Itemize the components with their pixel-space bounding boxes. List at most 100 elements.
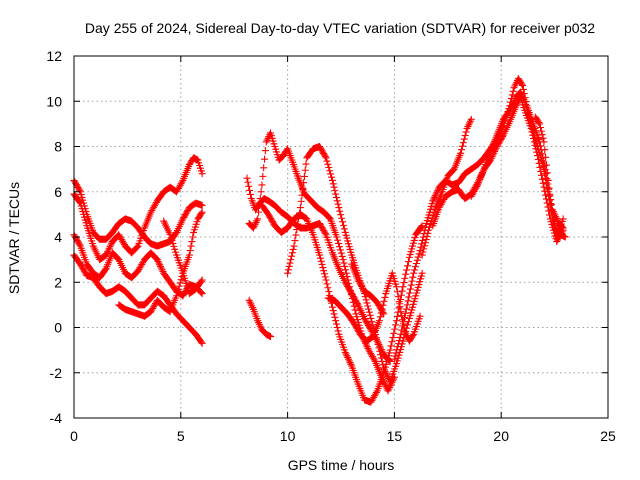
data-point	[346, 359, 354, 367]
data-point	[334, 327, 342, 335]
series-sat-l	[324, 269, 424, 345]
data-point	[404, 321, 412, 329]
data-point	[372, 388, 380, 396]
data-point	[461, 132, 469, 140]
data-point	[323, 157, 331, 165]
data-point	[395, 304, 403, 312]
data-point	[561, 233, 569, 241]
data-point	[409, 332, 417, 340]
data-point	[425, 223, 433, 231]
data-point	[323, 280, 331, 288]
data-point	[390, 329, 398, 337]
data-point	[198, 208, 206, 216]
data-point	[198, 290, 206, 298]
data-point	[422, 236, 430, 244]
data-point	[460, 135, 468, 143]
data-point	[380, 364, 388, 372]
data-point	[544, 176, 552, 184]
data-point	[418, 251, 426, 259]
data-point	[337, 249, 345, 257]
data-point	[346, 283, 354, 291]
data-point	[393, 317, 401, 325]
data-point	[254, 215, 262, 223]
series-sat-o	[418, 115, 475, 259]
data-point	[367, 314, 375, 322]
data-point	[366, 311, 374, 319]
data-point	[559, 215, 567, 223]
data-point	[424, 229, 432, 237]
data-point	[337, 211, 345, 219]
data-point	[339, 221, 347, 229]
data-point	[399, 337, 407, 345]
data-point	[411, 266, 419, 274]
data-point	[324, 160, 332, 168]
data-point	[333, 197, 341, 205]
data-point	[321, 229, 329, 237]
data-point	[417, 243, 425, 251]
data-point	[418, 269, 426, 277]
data-point	[401, 274, 409, 282]
data-point	[188, 238, 196, 246]
data-point	[404, 262, 412, 270]
data-point	[538, 175, 546, 183]
data-point	[350, 302, 358, 310]
data-point	[258, 181, 266, 189]
data-point	[407, 281, 415, 289]
data-point	[153, 256, 161, 264]
series-sat-m	[348, 260, 388, 318]
data-point	[291, 237, 299, 245]
data-point	[540, 165, 548, 173]
data-point	[380, 297, 388, 305]
data-point	[345, 279, 353, 287]
x-tick-label: 15	[387, 428, 403, 444]
data-point	[187, 242, 195, 250]
data-point	[415, 250, 423, 258]
y-tick-label: 6	[54, 184, 62, 200]
y-tick-label: 10	[46, 93, 62, 109]
data-point	[394, 343, 402, 351]
data-point	[538, 131, 546, 139]
data-point	[101, 266, 109, 274]
x-tick-label: 20	[493, 428, 509, 444]
data-point	[197, 289, 205, 297]
data-point	[326, 214, 334, 222]
data-point	[255, 208, 263, 216]
series-sat-b	[70, 154, 206, 264]
data-point	[295, 215, 303, 223]
data-point	[345, 357, 353, 365]
data-point	[347, 360, 355, 368]
data-point	[342, 350, 350, 358]
series-sat-i	[245, 296, 275, 341]
data-point	[473, 183, 481, 191]
data-point	[338, 214, 346, 222]
y-axis-label: SDTVAR / TECUs	[6, 182, 22, 294]
data-point	[381, 368, 389, 376]
data-point	[300, 179, 308, 187]
y-tick-label: 0	[54, 320, 62, 336]
data-point	[383, 371, 391, 379]
data-point	[384, 387, 392, 395]
data-point	[189, 233, 197, 241]
data-point	[332, 190, 340, 198]
data-point	[300, 172, 308, 180]
data-point	[330, 310, 338, 318]
data-point	[399, 322, 407, 330]
data-point	[397, 291, 405, 299]
data-point	[336, 246, 344, 254]
data-point	[377, 351, 385, 359]
data-point	[542, 161, 550, 169]
data-point	[298, 191, 306, 199]
data-point	[316, 251, 324, 259]
data-point	[392, 349, 400, 357]
data-point	[505, 108, 513, 116]
y-tick-label: 2	[54, 274, 62, 290]
data-point	[103, 249, 111, 257]
data-point	[285, 262, 293, 270]
data-point	[523, 107, 531, 115]
data-point	[364, 344, 372, 352]
y-tick-label: -4	[50, 410, 63, 426]
data-point	[425, 226, 433, 234]
series-sat-n	[390, 75, 567, 363]
data-point	[547, 200, 555, 208]
data-point	[294, 220, 302, 228]
